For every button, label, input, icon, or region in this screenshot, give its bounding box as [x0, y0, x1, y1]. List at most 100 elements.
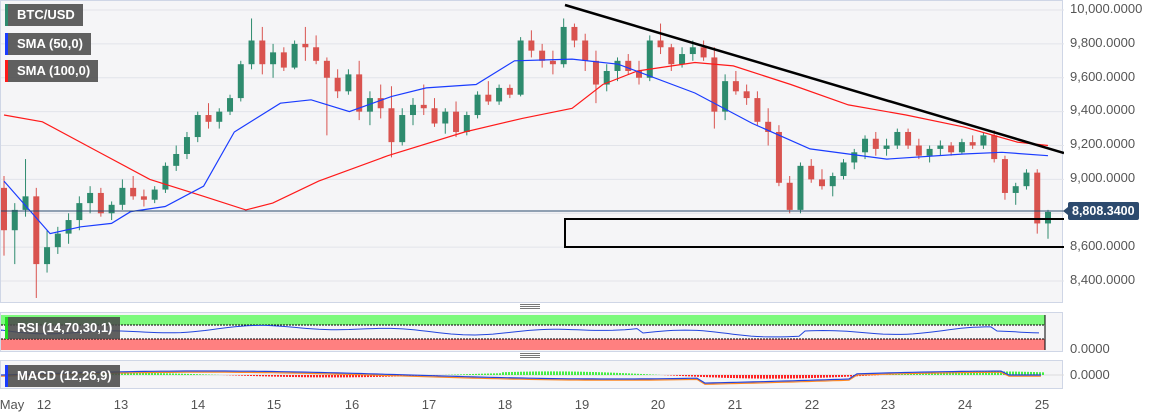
candle: [829, 172, 836, 197]
candle: [162, 162, 169, 193]
candle: [140, 189, 147, 207]
time-tick: 25: [1034, 397, 1050, 412]
legend-label: SMA (100,0): [17, 63, 91, 78]
candle: [743, 84, 750, 105]
candle: [905, 128, 912, 149]
time-tick: May: [0, 397, 25, 412]
panel-resize-handle[interactable]: [520, 353, 540, 358]
candle: [539, 43, 546, 68]
candle: [894, 128, 901, 149]
legend-label: SMA (50,0): [17, 36, 83, 51]
macd-plot: [1, 370, 1064, 385]
candle: [571, 23, 578, 48]
price-tick: 9,200.0000: [1070, 136, 1136, 151]
candle: [151, 186, 158, 204]
time-tick: 13: [113, 397, 129, 412]
rsi-panel[interactable]: RSI (14,70,30,1): [0, 312, 1063, 352]
time-tick: 19: [574, 397, 590, 412]
candle: [969, 135, 976, 149]
time-tick: 15: [266, 397, 282, 412]
price-tick: 9,600.0000: [1070, 69, 1136, 84]
time-tick: 21: [727, 397, 743, 412]
candle: [11, 203, 18, 265]
candle: [409, 98, 416, 126]
legend-swatch-icon: [5, 60, 8, 82]
candle: [668, 43, 675, 71]
macd-zero-label: 0.0000: [1070, 367, 1110, 382]
candle: [87, 186, 94, 214]
candle: [442, 108, 449, 134]
candle: [786, 176, 793, 214]
price-tick: 10,000.0000: [1070, 1, 1143, 16]
candle: [625, 54, 632, 75]
candle: [205, 103, 212, 129]
candle: [1001, 155, 1008, 200]
time-tick: 22: [804, 397, 820, 412]
candle: [506, 84, 513, 99]
candle: [765, 108, 772, 146]
candle: [194, 111, 201, 143]
price-tick: 8,400.0000: [1070, 272, 1136, 287]
legend-label: MACD (12,26,9): [17, 368, 112, 383]
price-tick: 9,400.0000: [1070, 102, 1136, 117]
candle: [1045, 209, 1051, 239]
candle: [754, 91, 761, 126]
candle: [915, 138, 922, 160]
candle: [937, 140, 944, 156]
candle: [453, 101, 460, 138]
candle: [22, 159, 29, 217]
price-tick: 9,000.0000: [1070, 170, 1136, 185]
candle: [646, 35, 653, 82]
current-price-tag: 8,808.3400: [1063, 202, 1139, 220]
macd-panel[interactable]: MACD (12,26,9): [0, 360, 1064, 389]
legend-sma100[interactable]: SMA (100,0): [5, 60, 99, 82]
candle: [980, 131, 987, 149]
candle: [711, 47, 718, 129]
sma100-line: [3, 61, 1049, 211]
candle: [1012, 182, 1019, 205]
candle: [614, 57, 621, 82]
time-tick: 23: [880, 397, 896, 412]
candle: [119, 179, 126, 210]
candle: [44, 230, 51, 273]
candlestick-plot[interactable]: [1, 1, 1064, 304]
legend-swatch-icon: [5, 33, 8, 55]
candle: [313, 35, 320, 65]
candle: [302, 26, 309, 61]
candle: [1034, 169, 1041, 234]
time-tick: 12: [36, 397, 52, 412]
time-tick: 16: [344, 397, 360, 412]
candle: [377, 84, 384, 119]
panel-resize-handle[interactable]: [520, 304, 540, 309]
candle: [280, 47, 287, 71]
legend-swatch-icon: [5, 365, 8, 387]
candle: [808, 159, 815, 183]
legend-btcusd[interactable]: BTC/USD: [5, 4, 83, 26]
sma50-line: [3, 58, 1049, 235]
candle: [862, 135, 869, 160]
candle: [722, 74, 729, 121]
price-chart-panel[interactable]: BTC/USD SMA (50,0) SMA (100,0): [0, 0, 1064, 304]
candle: [399, 108, 406, 146]
legend-label: BTC/USD: [17, 7, 75, 22]
legend-swatch-icon: [5, 4, 8, 26]
candle: [130, 176, 137, 200]
time-tick: 24: [957, 397, 973, 412]
time-tick: 20: [650, 397, 666, 412]
legend-swatch-icon: [5, 317, 8, 339]
time-tick: 18: [497, 397, 513, 412]
candle: [797, 162, 804, 214]
candle: [496, 84, 503, 105]
candle: [173, 145, 180, 171]
candle: [528, 30, 535, 58]
candle: [818, 169, 825, 190]
price-tick: 9,800.0000: [1070, 35, 1136, 50]
candle: [948, 142, 955, 156]
legend-sma50[interactable]: SMA (50,0): [5, 33, 91, 55]
candle: [366, 91, 373, 126]
candle: [183, 131, 190, 160]
candle: [657, 23, 664, 55]
legend-rsi[interactable]: RSI (14,70,30,1): [5, 317, 121, 339]
legend-macd[interactable]: MACD (12,26,9): [5, 365, 120, 387]
candle: [1023, 169, 1030, 190]
